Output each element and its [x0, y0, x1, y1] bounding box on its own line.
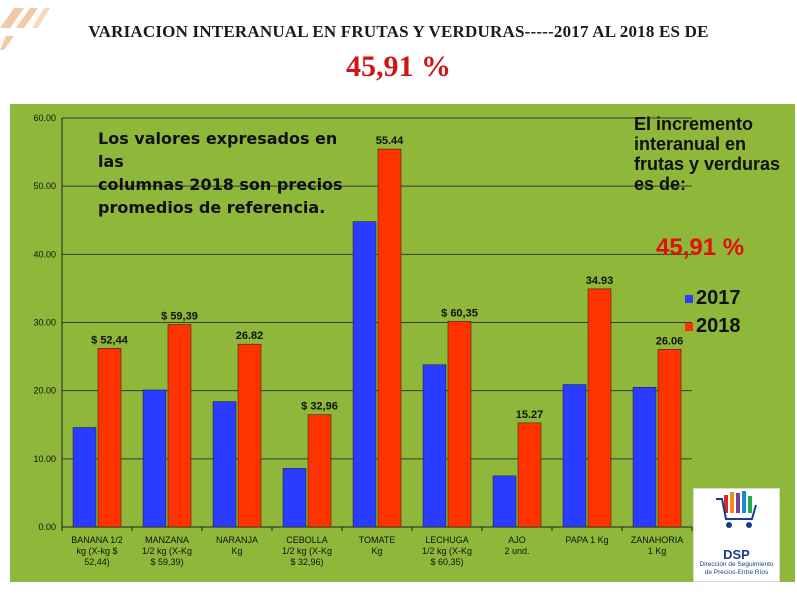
x-tick-label: 1/2 kg (X-Kg — [422, 546, 472, 556]
bar-2017 — [282, 468, 307, 528]
page-title: VARIACION INTERANUAL EN FRUTAS Y VERDURA… — [88, 22, 709, 41]
data-label: 34.93 — [586, 275, 614, 287]
bar-2017 — [632, 387, 657, 528]
data-label: 26.82 — [236, 330, 264, 342]
y-tick-label: 30.00 — [33, 318, 56, 328]
data-label: $ 52,44 — [91, 334, 129, 346]
legend-label-2018: 2018 — [696, 315, 741, 337]
y-tick-label: 50.00 — [33, 181, 56, 191]
data-label: 26.06 — [656, 335, 684, 347]
legend-item-2018: 2018 — [685, 315, 741, 337]
logo-name: DSP — [723, 547, 750, 562]
x-tick-label: Kg — [371, 546, 382, 556]
logo-subtitle: Dirección de Seguimiento de Precios-Entr… — [699, 561, 774, 576]
x-tick-label: $ 60,35) — [430, 557, 463, 567]
bar-2018 — [517, 422, 542, 528]
data-label: $ 60,35 — [441, 307, 478, 319]
x-tick-label: $ 59,39) — [150, 557, 183, 567]
corner-decoration — [0, 8, 50, 50]
x-tick-label: 1 Kg — [648, 546, 667, 556]
bar-2018 — [377, 148, 402, 528]
data-label: 55.44 — [376, 135, 404, 147]
bar-2017 — [72, 427, 97, 528]
y-tick-label: 0.00 — [38, 522, 56, 532]
bar-2018 — [657, 349, 682, 528]
x-tick-label: 1/2 kg (X-Kg — [282, 546, 332, 556]
legend-item-2017: 2017 — [685, 287, 741, 309]
x-tick-label: 2 und. — [504, 546, 529, 556]
data-label: $ 59,39 — [161, 311, 198, 323]
x-tick-label: Kg — [231, 546, 242, 556]
bar-2017 — [492, 475, 517, 528]
y-tick-label: 10.00 — [33, 454, 56, 464]
bar-2018 — [587, 288, 612, 528]
legend-swatch-2018 — [685, 322, 693, 331]
bar-2018 — [97, 348, 122, 528]
cart-logo-icon — [716, 491, 757, 528]
y-tick-label: 60.00 — [33, 113, 56, 123]
x-tick-label: 1/2 kg (X-Kg — [142, 546, 192, 556]
bar-2018 — [167, 324, 192, 528]
x-tick-label: kg (X-kg $ — [76, 546, 117, 556]
bar-2017 — [422, 364, 447, 528]
x-tick-label: AJO — [508, 535, 526, 545]
x-tick-label: 52,44) — [84, 557, 110, 567]
data-label: 15.27 — [516, 409, 544, 421]
bar-2017 — [212, 401, 237, 528]
legend-swatch-2017 — [685, 294, 693, 303]
bar-2017 — [352, 221, 377, 528]
x-tick-label: PAPA 1 Kg — [565, 535, 608, 545]
x-tick-label: MANZANA — [145, 535, 189, 545]
data-label: $ 32,96 — [301, 401, 338, 413]
headline-percentage: 45,91 % — [346, 50, 451, 83]
y-tick-label: 20.00 — [33, 386, 56, 396]
x-tick-label: LECHUGA — [425, 535, 469, 545]
x-tick-label: $ 32,96) — [290, 557, 323, 567]
bar-2018 — [237, 343, 262, 528]
legend-label-2017: 2017 — [696, 287, 741, 309]
x-tick-label: CEBOLLA — [286, 535, 328, 545]
x-tick-label: NARANJA — [216, 535, 258, 545]
x-tick-label: TOMATE — [359, 535, 396, 545]
bar-2017 — [562, 384, 587, 528]
bar-2018 — [447, 321, 472, 528]
dsp-logo: DSP Dirección de Seguimiento de Precios-… — [693, 488, 780, 582]
note-right: El incremento interanual en frutas y ver… — [634, 114, 781, 194]
bar-2017 — [142, 389, 167, 528]
note-left: Los valores expresados en las columnas 2… — [98, 129, 343, 217]
note-right-percentage: 45,91 % — [656, 234, 745, 261]
x-tick-label: BANANA 1/2 — [71, 535, 123, 545]
y-tick-label: 40.00 — [33, 249, 56, 259]
bar-2018 — [307, 414, 332, 528]
x-tick-label: ZANAHORIA — [631, 535, 684, 545]
